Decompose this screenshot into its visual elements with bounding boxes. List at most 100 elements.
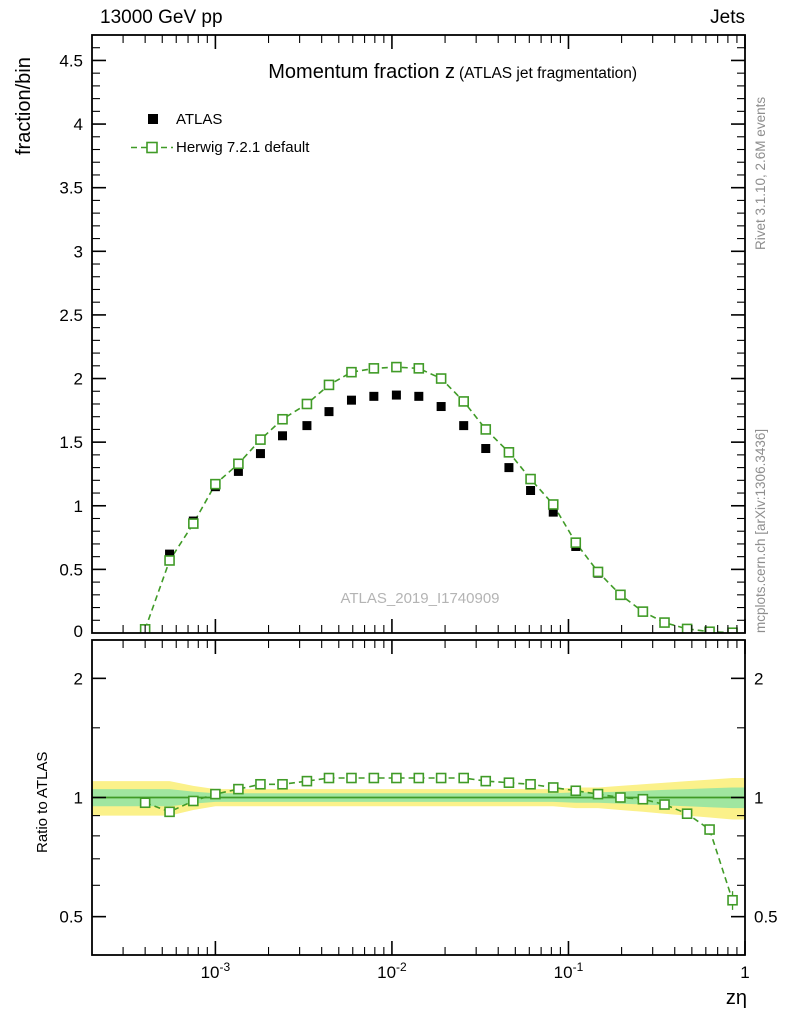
- ratio-marker: [615, 792, 626, 803]
- ratio-y-tick-label-right: 0.5: [754, 908, 778, 927]
- ratio-marker: [681, 808, 693, 820]
- ratio-marker: [659, 799, 670, 810]
- ratio-marker: [637, 793, 649, 805]
- ratio-marker: [346, 772, 357, 784]
- atlas-marker: [255, 449, 265, 459]
- atlas-marker: [526, 485, 536, 495]
- legend-atlas-marker-icon: [148, 114, 158, 124]
- atlas-marker: [346, 395, 356, 405]
- herwig-marker: [323, 379, 335, 391]
- herwig-marker: [570, 537, 582, 548]
- ratio-marker: [727, 894, 738, 906]
- top-y-tick-label: 2.5: [59, 306, 83, 325]
- ratio-marker: [503, 777, 515, 788]
- ratio-marker: [277, 778, 288, 790]
- atlas-marker: [481, 444, 491, 454]
- herwig-marker: [704, 626, 715, 633]
- ratio-marker: [368, 772, 380, 784]
- herwig-marker: [659, 617, 670, 628]
- herwig-marker: [346, 366, 357, 378]
- ratio-y-tick-label-right: 1: [754, 789, 763, 808]
- ratio-marker: [458, 772, 469, 784]
- herwig-marker: [525, 473, 536, 485]
- herwig-marker: [615, 589, 626, 601]
- atlas-marker: [369, 391, 379, 401]
- top-y-tick-label: 1.5: [59, 433, 83, 452]
- ratio-y-tick-label: 1: [74, 789, 83, 808]
- mcplots-arxiv-note: mcplots.cern.ch [arXiv:1306.3436]: [753, 429, 768, 633]
- ratio-marker: [391, 772, 402, 784]
- atlas-marker: [233, 466, 243, 476]
- top-y-tick-label: 4.5: [59, 51, 83, 70]
- herwig-marker: [301, 398, 313, 410]
- main-panel-frame: [91, 34, 746, 634]
- ratio-marker: [139, 797, 151, 809]
- ratio-panel-series: [139, 772, 738, 910]
- legend: ATLAS Herwig 7.2.1 default: [131, 111, 310, 156]
- ratio-marker: [547, 782, 559, 793]
- herwig-marker: [210, 478, 221, 490]
- legend-atlas-label: ATLAS: [176, 111, 222, 128]
- ratio-marker: [480, 775, 492, 787]
- herwig-marker: [255, 434, 266, 445]
- ratio-y-tick-label: 2: [74, 669, 83, 688]
- herwig-marker: [435, 373, 447, 384]
- top-y-tick-label: 0: [74, 622, 83, 641]
- atlas-marker: [504, 463, 514, 473]
- legend-herwig-marker-icon: [146, 141, 158, 154]
- ratio-uncertainty-bands: [92, 778, 745, 820]
- herwig-marker: [547, 499, 559, 510]
- atlas-marker: [548, 507, 558, 517]
- jets-label: Jets: [710, 7, 745, 28]
- atlas-marker: [302, 421, 312, 431]
- x-tick-label: 10-1: [554, 960, 584, 982]
- atlas-marker: [459, 421, 469, 431]
- herwig-marker: [233, 458, 244, 470]
- ratio-marker: [164, 806, 175, 818]
- axis-ticks: [92, 35, 746, 956]
- x-tick-label: 10-2: [377, 960, 407, 982]
- ratio-y-tick-label-right: 2: [754, 669, 763, 688]
- beam-energy-label: 13000 GeV pp: [100, 7, 223, 28]
- atlas-marker: [165, 549, 175, 559]
- plot-title: Momentum fraction z: [268, 61, 455, 83]
- atlas-marker: [324, 407, 334, 417]
- top-y-tick-label: 1: [74, 497, 83, 516]
- top-y-tick-label: 3.5: [59, 179, 83, 198]
- ratio-marker: [210, 788, 221, 800]
- y-axis-title: fraction/bin: [13, 57, 35, 155]
- herwig-marker: [413, 363, 425, 374]
- x-axis-title: zη: [726, 987, 747, 1009]
- ratio-marker: [323, 772, 335, 784]
- ratio-marker: [413, 772, 425, 784]
- axis-tick-labels: 0 0.5 1 1.5 2 2.5 3 3.5 4 4.5 0.5 0.5 1 1 2 2 10-3 10-2 10…: [59, 51, 777, 982]
- ratio-y-tick-label: 0.5: [59, 908, 83, 927]
- ratio-marker: [188, 795, 199, 807]
- atlas-marker: [391, 390, 401, 400]
- ratio-marker: [570, 785, 582, 797]
- herwig-marker: [277, 413, 288, 425]
- ratio-marker: [525, 778, 536, 790]
- plot-subtitle: (ATLAS jet fragmentation): [459, 65, 637, 82]
- rivet-version-note: Rivet 3.1.10, 2.6M events: [753, 97, 768, 250]
- herwig-marker: [681, 623, 693, 633]
- herwig-marker: [480, 424, 492, 435]
- atlas-marker: [436, 402, 446, 412]
- herwig-marker: [164, 555, 175, 566]
- ratio-marker: [592, 788, 604, 800]
- legend-herwig-label: Herwig 7.2.1 default: [176, 139, 310, 156]
- ratio-marker: [233, 783, 244, 795]
- herwig-marker: [188, 518, 199, 529]
- ratio-marker: [255, 778, 266, 790]
- ratio-y-axis-title: Ratio to ATLAS: [34, 752, 51, 853]
- top-y-tick-label: 4: [74, 115, 83, 134]
- ratio-marker: [301, 775, 313, 787]
- herwig-marker: [592, 566, 604, 578]
- herwig-marker: [503, 447, 515, 458]
- top-y-tick-label: 3: [74, 242, 83, 261]
- atlas-marker: [414, 391, 424, 401]
- herwig-marker: [368, 363, 380, 374]
- top-y-tick-label: 0.5: [59, 560, 83, 579]
